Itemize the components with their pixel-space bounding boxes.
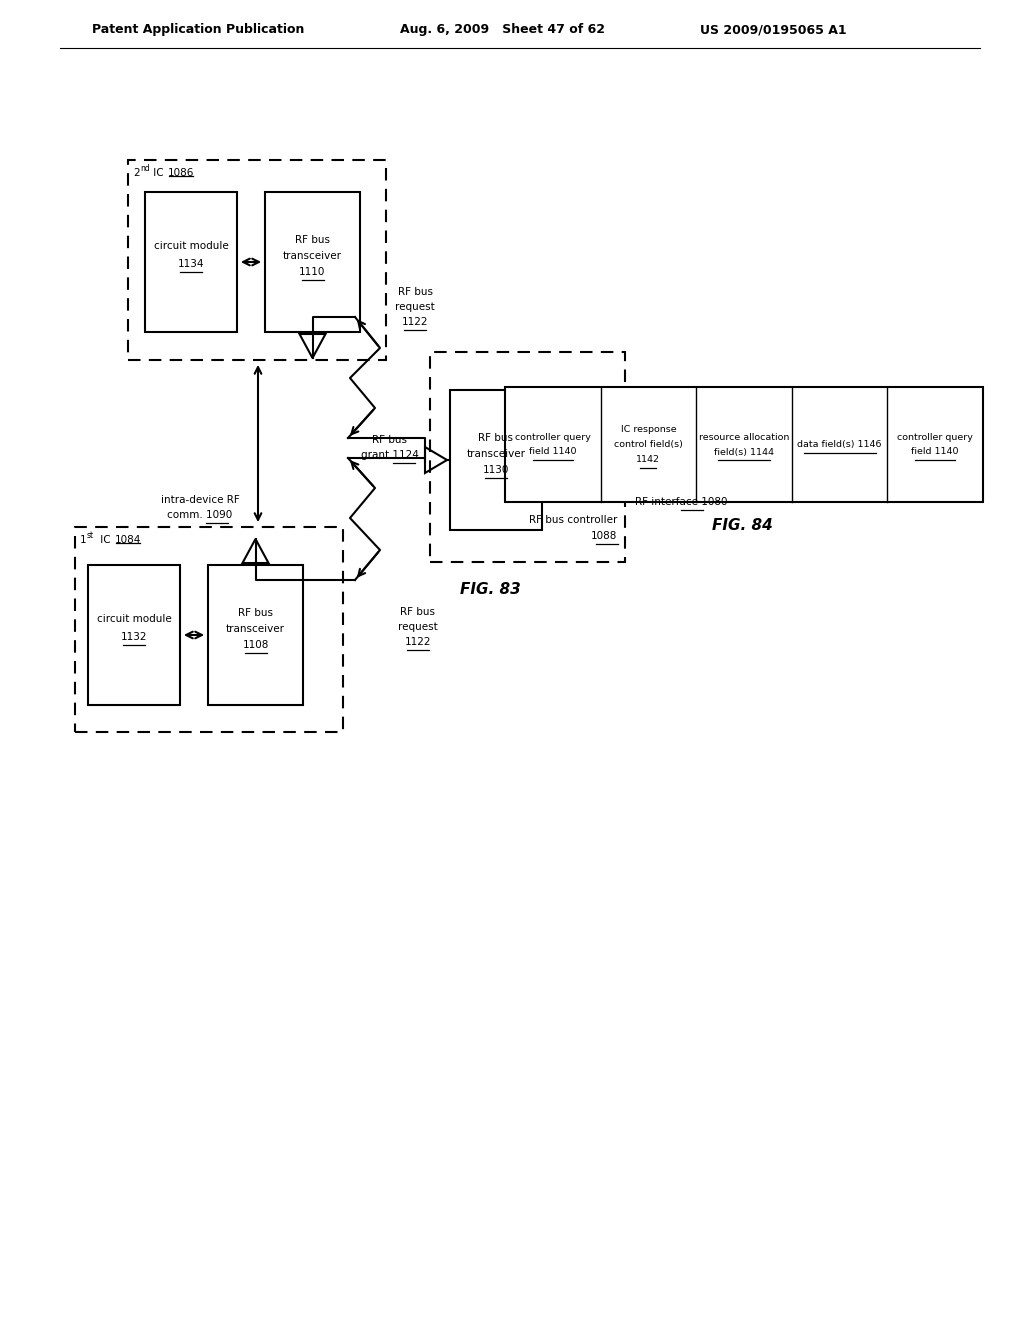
Text: US 2009/0195065 A1: US 2009/0195065 A1 [700,24,847,37]
Text: circuit module: circuit module [96,614,171,624]
Text: comm. 1090: comm. 1090 [167,510,232,520]
Text: 1142: 1142 [636,455,660,465]
Text: 1: 1 [80,535,87,545]
Text: RF bus controller: RF bus controller [528,515,617,525]
Text: field(s) 1144: field(s) 1144 [714,447,774,457]
Text: 1130: 1130 [482,465,509,475]
Text: transceiver: transceiver [467,449,525,459]
Text: resource allocation: resource allocation [698,433,790,441]
Text: FIG. 84: FIG. 84 [712,517,772,532]
Text: 1086: 1086 [168,168,195,178]
Text: control field(s): control field(s) [614,440,683,449]
Text: Patent Application Publication: Patent Application Publication [92,24,304,37]
Text: nd: nd [140,164,150,173]
Text: 1110: 1110 [299,267,326,277]
Text: IC: IC [150,168,167,178]
Bar [265,191,360,333]
Text: request: request [395,302,435,312]
Text: circuit module: circuit module [154,242,228,251]
Text: RF bus: RF bus [238,609,273,618]
Bar [128,160,386,360]
Text: RF bus: RF bus [400,607,435,616]
Text: RF bus: RF bus [397,286,432,297]
Text: RF bus: RF bus [295,235,330,246]
Text: intra-device RF: intra-device RF [161,495,240,506]
Text: FIG. 83: FIG. 83 [460,582,520,598]
Text: 1122: 1122 [401,317,428,327]
Text: controller query: controller query [897,433,973,441]
Text: 1084: 1084 [115,535,141,545]
Text: IC response: IC response [621,425,676,434]
Text: st: st [87,531,94,540]
Text: IC: IC [97,535,114,545]
Text: 1108: 1108 [243,640,268,649]
Text: field 1140: field 1140 [529,447,577,457]
Text: grant 1124: grant 1124 [361,450,419,459]
Bar [145,191,237,333]
Bar [430,352,625,562]
Bar [450,389,542,531]
Bar [88,565,180,705]
Text: transceiver: transceiver [226,624,285,634]
Text: Aug. 6, 2009   Sheet 47 of 62: Aug. 6, 2009 Sheet 47 of 62 [400,24,605,37]
Text: RF interface 1080: RF interface 1080 [635,498,727,507]
Text: RF bus: RF bus [478,433,513,444]
Bar [75,527,343,733]
Text: controller query: controller query [515,433,591,441]
Text: 1122: 1122 [404,638,431,647]
Bar [208,565,303,705]
Text: 1088: 1088 [591,531,617,541]
Text: 2: 2 [133,168,139,178]
Text: request: request [398,622,438,632]
Text: transceiver: transceiver [283,251,342,261]
Bar [505,387,983,502]
Text: field 1140: field 1140 [911,447,958,457]
Text: 1132: 1132 [121,632,147,642]
Text: 1134: 1134 [178,259,204,269]
Text: RF bus: RF bus [373,436,408,445]
Text: data field(s) 1146: data field(s) 1146 [798,440,882,449]
